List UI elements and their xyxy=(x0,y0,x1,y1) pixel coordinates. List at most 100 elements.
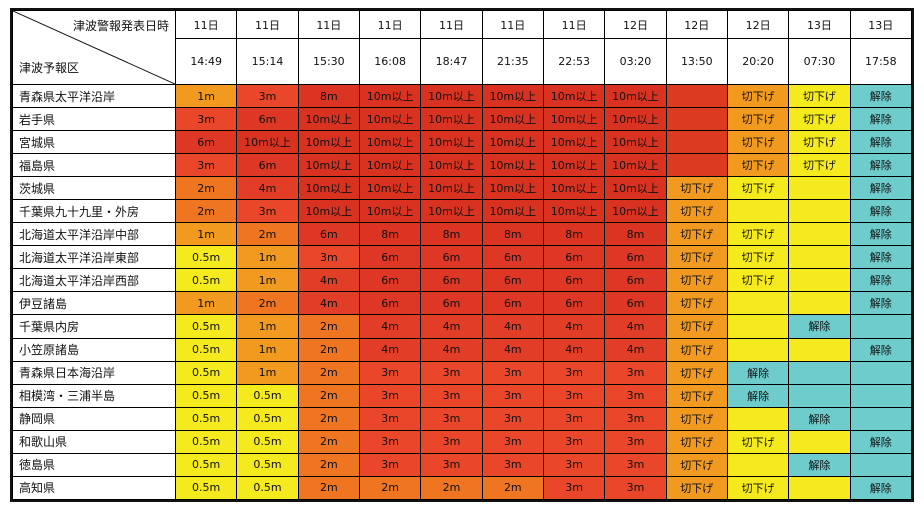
status-cell: 6m xyxy=(421,292,482,315)
status-cell: 0.5m xyxy=(176,338,237,361)
table-row: 青森県日本海沿岸 0.5m 1m 2m 3m 3m 3m 3m 3m 切下げ 解除 xyxy=(13,361,911,384)
status-cell: 6m xyxy=(605,269,666,292)
status-cell: 3m xyxy=(605,361,666,384)
header-corner-cell: 津波警報発表日時 津波予報区 xyxy=(13,11,175,84)
status-cell xyxy=(727,338,789,361)
status-cell: 10m以上 xyxy=(605,154,666,177)
status-cell: 0.5m xyxy=(237,430,298,453)
table-row: 宮城県 6m 10m以上 10m以上 10m以上 10m以上 10m以上 10m以上 10m以上… xyxy=(13,131,911,154)
status-cell: 切下げ xyxy=(666,476,727,499)
status-cell: 0.5m xyxy=(176,430,237,453)
region-name-cell: 相模湾・三浦半島 xyxy=(13,384,175,407)
status-cell: 10m以上 xyxy=(482,200,543,223)
region-name-cell: 徳島県 xyxy=(13,453,175,476)
status-cell: 1m xyxy=(237,315,298,338)
header-time-cell: 15:30 xyxy=(298,39,359,84)
region-name-cell: 千葉県九十九里・外房 xyxy=(13,200,175,223)
diagonal-divider xyxy=(13,11,175,84)
status-cell: 3m xyxy=(605,407,666,430)
status-cell: 切下げ xyxy=(666,292,727,315)
region-name-cell: 青森県日本海沿岸 xyxy=(13,361,175,384)
status-cell: 切下げ xyxy=(666,384,727,407)
status-cell: 10m以上 xyxy=(421,108,482,131)
status-cell: 10m以上 xyxy=(543,131,605,154)
status-cell: 4m xyxy=(359,315,421,338)
status-cell: 3m xyxy=(605,384,666,407)
status-cell: 4m xyxy=(605,338,666,361)
status-cell: 解除 xyxy=(850,269,911,292)
status-cell: 切下げ xyxy=(727,131,789,154)
status-cell: 切下げ xyxy=(727,476,789,499)
status-cell: 2m xyxy=(176,177,237,200)
table-row: 伊豆諸島 1m 2m 4m 6m 6m 6m 6m 6m 切下げ 解除 xyxy=(13,292,911,315)
status-cell: 2m xyxy=(298,315,359,338)
status-cell: 切下げ xyxy=(666,361,727,384)
status-cell: 3m xyxy=(543,361,605,384)
status-cell: 0.5m xyxy=(176,384,237,407)
status-cell: 3m xyxy=(421,407,482,430)
status-cell: 3m xyxy=(359,384,421,407)
status-cell: 解除 xyxy=(850,85,911,108)
status-cell: 6m xyxy=(543,269,605,292)
region-name-cell: 和歌山県 xyxy=(13,430,175,453)
region-name-cell: 福島県 xyxy=(13,154,175,177)
status-cell: 0.5m xyxy=(176,361,237,384)
status-cell: 10m以上 xyxy=(421,177,482,200)
header-day-cell: 11日 xyxy=(482,11,543,38)
status-cell: 切下げ xyxy=(789,154,850,177)
region-name-cell: 青森県太平洋沿岸 xyxy=(13,85,175,108)
status-cell: 6m xyxy=(605,292,666,315)
status-cell: 6m xyxy=(359,246,421,269)
status-cell: 1m xyxy=(176,292,237,315)
status-cell: 3m xyxy=(359,361,421,384)
status-cell: 3m xyxy=(605,453,666,476)
status-cell: 3m xyxy=(543,430,605,453)
status-cell: 0.5m xyxy=(176,315,237,338)
status-cell: 10m以上 xyxy=(605,200,666,223)
status-cell: 2m xyxy=(298,384,359,407)
status-cell: 10m以上 xyxy=(421,85,482,108)
header-day-cell: 12日 xyxy=(605,11,666,38)
status-cell: 解除 xyxy=(850,200,911,223)
region-name-cell: 北海道太平洋沿岸東部 xyxy=(13,246,175,269)
status-cell: 切下げ xyxy=(727,246,789,269)
status-cell: 3m xyxy=(237,200,298,223)
status-cell: 切下げ xyxy=(666,177,727,200)
status-cell xyxy=(789,292,850,315)
status-cell: 10m以上 xyxy=(482,85,543,108)
status-cell: 8m xyxy=(605,223,666,246)
status-cell: 解除 xyxy=(850,154,911,177)
status-cell: 0.5m xyxy=(237,476,298,499)
region-name-cell: 伊豆諸島 xyxy=(13,292,175,315)
status-cell: 4m xyxy=(421,315,482,338)
header-time-cell: 15:14 xyxy=(237,39,298,84)
header-day-cell: 11日 xyxy=(421,11,482,38)
status-cell: 10m以上 xyxy=(543,154,605,177)
status-cell: 3m xyxy=(176,108,237,131)
status-cell: 3m xyxy=(482,430,543,453)
region-name-cell: 茨城県 xyxy=(13,177,175,200)
status-cell: 4m xyxy=(543,338,605,361)
status-cell: 10m以上 xyxy=(605,131,666,154)
status-cell xyxy=(789,476,850,499)
status-cell: 3m xyxy=(543,476,605,499)
status-cell: 4m xyxy=(605,315,666,338)
table-row: 千葉県内房 0.5m 1m 2m 4m 4m 4m 4m 4m 切下げ 解除 xyxy=(13,315,911,338)
region-name-cell: 高知県 xyxy=(13,476,175,499)
status-cell: 2m xyxy=(176,200,237,223)
status-cell: 10m以上 xyxy=(482,177,543,200)
status-cell: 1m xyxy=(237,338,298,361)
status-cell: 切下げ xyxy=(789,131,850,154)
status-cell: 解除 xyxy=(850,131,911,154)
status-cell: 10m以上 xyxy=(298,177,359,200)
status-cell: 2m xyxy=(237,223,298,246)
status-cell: 切下げ xyxy=(727,269,789,292)
status-cell xyxy=(789,361,850,384)
status-cell: 切下げ xyxy=(727,108,789,131)
status-cell: 8m xyxy=(359,223,421,246)
status-cell xyxy=(789,246,850,269)
status-cell xyxy=(666,131,727,154)
header-row-day: 津波警報発表日時 津波予報区 11日 11日 11日 11日 11日 11日 11日 12日 1… xyxy=(13,11,911,84)
status-cell xyxy=(666,108,727,131)
table-row: 静岡県 0.5m 0.5m 2m 3m 3m 3m 3m 3m 切下げ 解除 xyxy=(13,407,911,430)
